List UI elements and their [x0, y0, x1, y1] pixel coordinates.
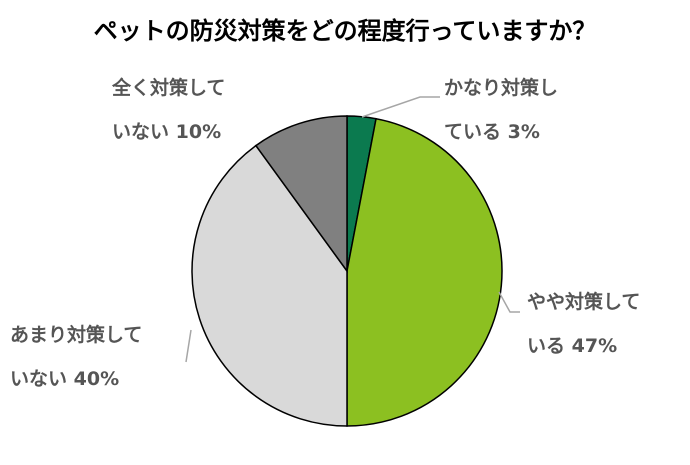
pie-slice — [191, 144, 348, 427]
value-label: 40% — [73, 368, 120, 390]
category-label: やや対策している — [527, 291, 641, 357]
leader-lines — [185, 96, 520, 363]
value-label: 47% — [571, 335, 618, 357]
category-label: あまり対策していない — [10, 324, 143, 390]
category-label: かなり対策している — [444, 77, 559, 143]
data-label: やや対策している 47% — [527, 280, 647, 368]
category-label: 全く対策していない — [112, 77, 226, 143]
leader-line — [498, 291, 520, 313]
data-label: あまり対策していない 40% — [10, 313, 150, 401]
value-label: 3% — [507, 121, 540, 143]
data-label: かなり対策している 3% — [444, 66, 564, 154]
value-label: 10% — [175, 121, 222, 143]
data-label: 全く対策していない 10% — [112, 66, 232, 154]
leader-line — [361, 96, 440, 118]
chart-title: ペットの防災対策をどの程度行っていますか？ — [94, 17, 597, 45]
leader-line — [185, 329, 192, 363]
pie-slice — [254, 115, 348, 274]
pie-slice — [346, 117, 503, 427]
